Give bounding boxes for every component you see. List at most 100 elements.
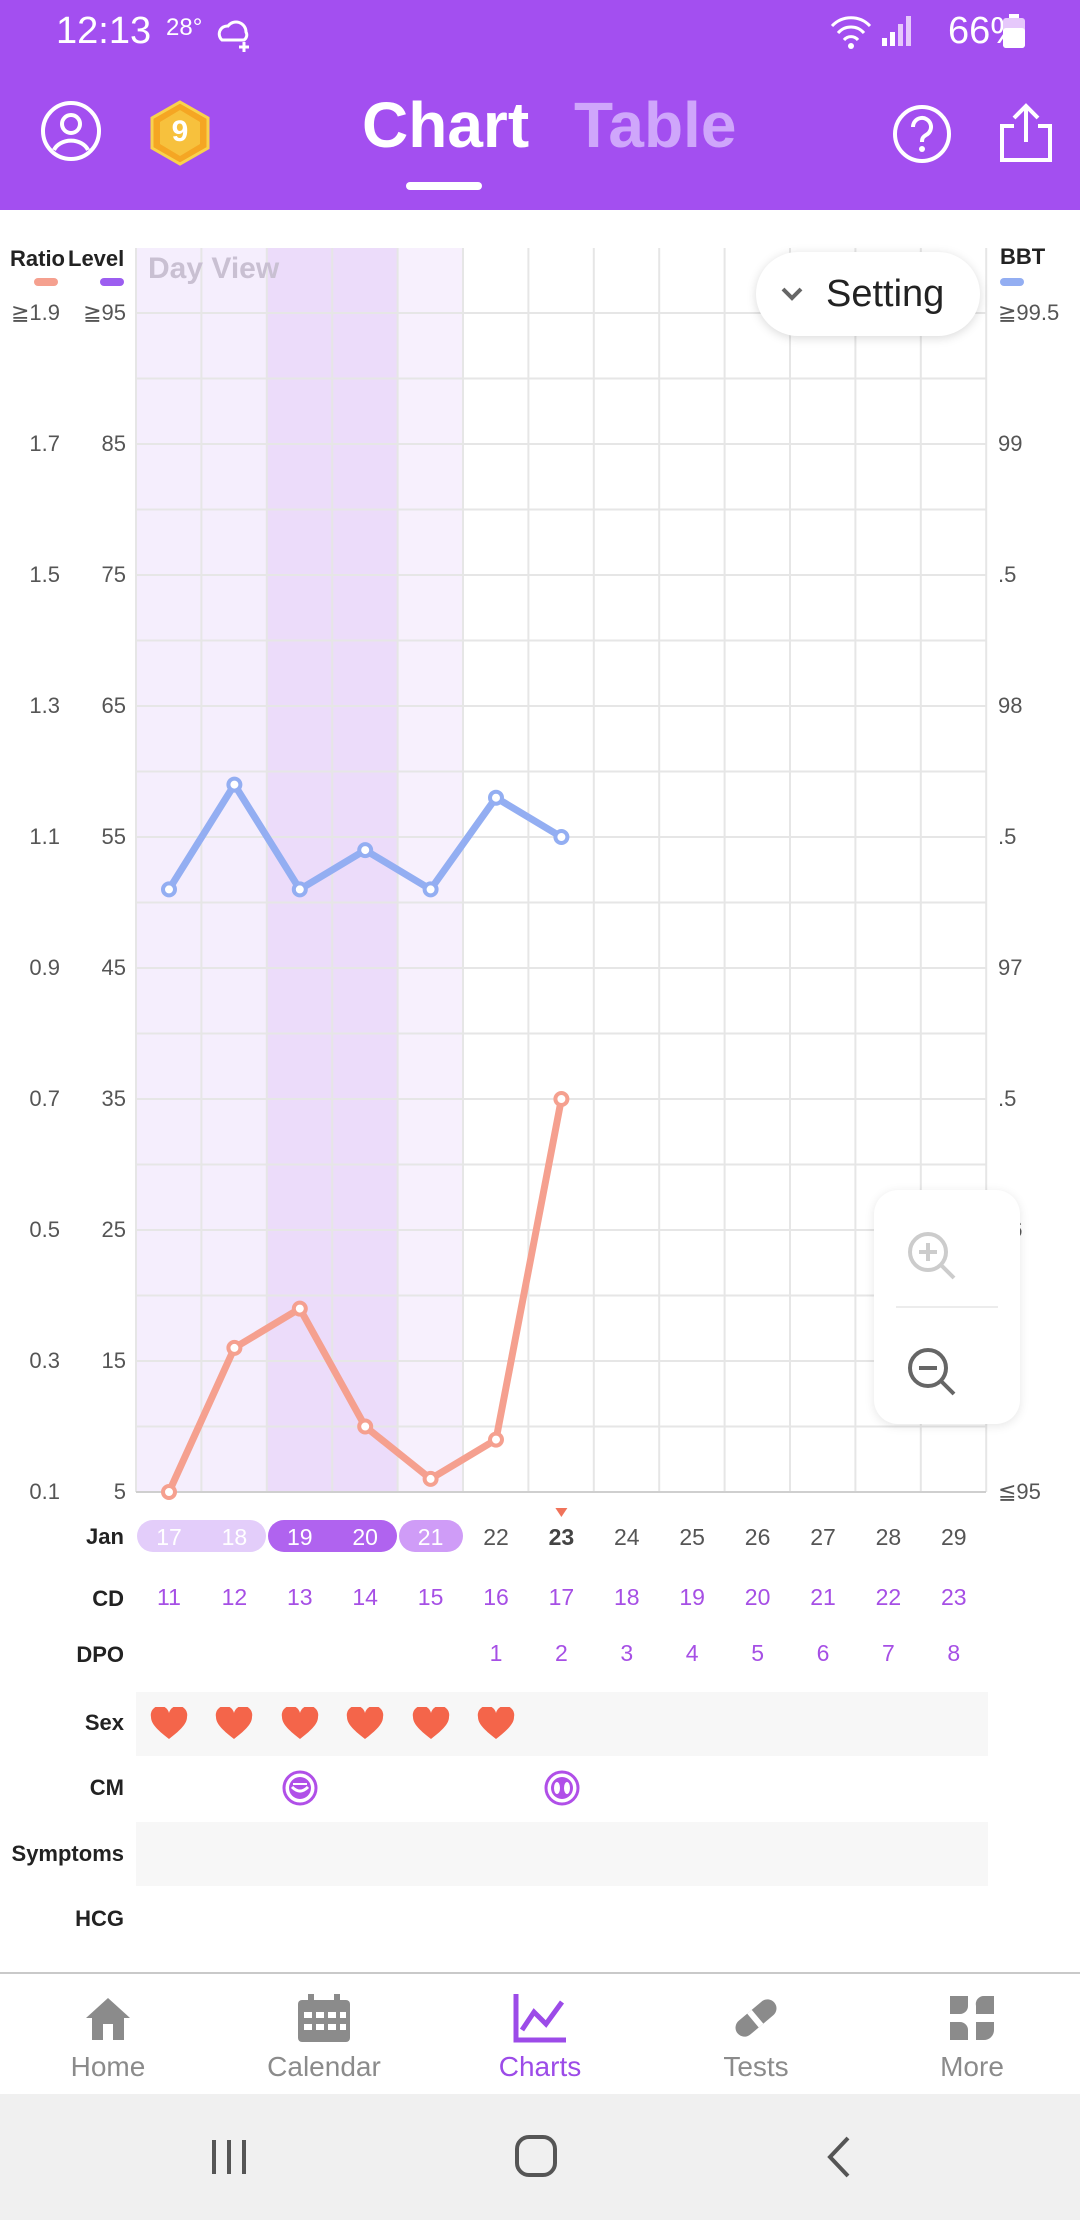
- cd-cell: 18: [614, 1584, 640, 1610]
- cd-cell: 14: [352, 1584, 378, 1610]
- zoom-divider: [896, 1306, 998, 1308]
- date-cell[interactable]: 22: [483, 1524, 509, 1550]
- dpo-cell: 6: [816, 1640, 830, 1666]
- status-temperature: 28°: [166, 14, 203, 41]
- heart-icon[interactable]: [412, 1707, 450, 1741]
- home-circle-icon: [515, 2135, 557, 2177]
- bbt-series-point: [161, 881, 177, 898]
- badge-icon: [150, 100, 210, 166]
- ratio-tick-label: 1.5: [29, 562, 60, 587]
- date-cell[interactable]: 19: [287, 1524, 313, 1550]
- date-cell[interactable]: 26: [744, 1524, 771, 1550]
- ratio-series-point: [422, 1470, 439, 1487]
- cm-creamy-icon: [282, 1770, 318, 1806]
- ratio-tick-label: 1.3: [29, 693, 60, 718]
- heart-icon[interactable]: [150, 1707, 188, 1741]
- ratio-axis-title: Ratio: [10, 246, 65, 271]
- bbt-tick-label: 98: [998, 693, 1023, 718]
- badge-level: 9: [171, 115, 189, 148]
- calendar-icon: [298, 1994, 350, 2042]
- ratio-series-point: [161, 1484, 177, 1500]
- chart-plot[interactable]: [0, 0, 1080, 1540]
- help-icon: [893, 105, 951, 163]
- recents-icon: [212, 2140, 246, 2174]
- nav-calendar-label: Calendar: [267, 2051, 381, 2082]
- date-cell[interactable]: 24: [614, 1524, 640, 1550]
- zoom-out-button[interactable]: [906, 1346, 958, 1403]
- chevron-down-icon: [781, 287, 803, 301]
- more-icon: [950, 1995, 994, 2040]
- nav-home[interactable]: Home: [18, 1992, 198, 2083]
- date-cell[interactable]: 21: [417, 1524, 444, 1550]
- date-cell[interactable]: 27: [810, 1524, 836, 1550]
- tests-icon: [735, 1999, 777, 2037]
- home-system-button[interactable]: [512, 2132, 562, 2187]
- ratio-tick-label: 1.7: [29, 431, 60, 456]
- symptoms-row-bg[interactable]: [136, 1822, 988, 1886]
- cm-entry[interactable]: [282, 1770, 318, 1811]
- nav-calendar[interactable]: Calendar: [234, 1992, 414, 2083]
- back-icon: [827, 2136, 850, 2178]
- fertile-window-bg: [397, 248, 463, 1492]
- cm-row-label: CM: [89, 1775, 124, 1800]
- bbt-series-point: [226, 776, 243, 793]
- profile-button[interactable]: [40, 100, 102, 167]
- ratio-series-point: [291, 1300, 308, 1317]
- level-badge[interactable]: 9: [148, 100, 212, 171]
- back-button[interactable]: [818, 2132, 864, 2187]
- tab-chart[interactable]: Chart: [362, 89, 530, 161]
- cd-cell: 20: [744, 1584, 771, 1610]
- zoom-in-button[interactable]: [906, 1230, 958, 1287]
- date-cell[interactable]: 17: [156, 1524, 182, 1550]
- tab-table[interactable]: Table: [574, 89, 737, 161]
- date-cell[interactable]: 18: [221, 1524, 248, 1550]
- cd-cell: 15: [417, 1584, 444, 1610]
- cd-cell: 17: [548, 1584, 575, 1610]
- ratio-series-point: [553, 1091, 570, 1107]
- charts-icon: [513, 1994, 566, 2043]
- dpo-cell: 5: [751, 1640, 764, 1666]
- ratio-tick-label: ≧1.9: [10, 300, 60, 325]
- share-button[interactable]: [996, 102, 1056, 169]
- level-legend-swatch: [100, 278, 124, 286]
- cm-entry[interactable]: [544, 1770, 580, 1811]
- help-button[interactable]: [892, 104, 952, 169]
- level-tick-label: 75: [101, 562, 126, 587]
- level-tick-label: 85: [101, 431, 126, 456]
- date-cell[interactable]: 28: [875, 1524, 902, 1550]
- ratio-tick-label: 0.7: [29, 1086, 60, 1111]
- signal-icon: [882, 16, 911, 46]
- cd-cell: 16: [483, 1584, 509, 1610]
- date-cell[interactable]: 20: [352, 1524, 378, 1550]
- setting-button[interactable]: Setting: [756, 252, 980, 336]
- dpo-cell: 2: [554, 1640, 568, 1666]
- dpo-cell: 3: [620, 1640, 634, 1666]
- nav-charts[interactable]: Charts: [450, 1992, 630, 2083]
- cd-cell: 13: [287, 1584, 313, 1610]
- ratio-tick-label: 0.5: [29, 1217, 60, 1242]
- ratio-series-point: [226, 1339, 243, 1356]
- cd-cell: 11: [157, 1584, 181, 1610]
- level-tick-label: 25: [101, 1217, 126, 1242]
- bbt-tick-label: ≧99.5: [998, 300, 1060, 325]
- setting-label: Setting: [826, 272, 945, 315]
- wifi-icon: [830, 16, 872, 49]
- recents-button[interactable]: [206, 2134, 252, 2185]
- level-tick-label: 15: [101, 1348, 126, 1373]
- heart-icon[interactable]: [215, 1707, 253, 1741]
- heart-icon[interactable]: [346, 1707, 384, 1741]
- cd-cell: 12: [221, 1584, 248, 1610]
- date-cell[interactable]: 29: [941, 1524, 967, 1550]
- ratio-tick-label: 0.9: [29, 955, 60, 980]
- ratio-tick-label: 0.1: [29, 1479, 60, 1504]
- app-bar: 9 Chart Table: [0, 66, 1080, 210]
- home-icon: [86, 1998, 130, 2040]
- zoom-in-icon: [908, 1232, 956, 1280]
- heart-icon[interactable]: [281, 1707, 319, 1741]
- nav-tests[interactable]: Tests: [666, 1992, 846, 2083]
- date-cell[interactable]: 23: [548, 1524, 575, 1550]
- date-cell[interactable]: 25: [679, 1524, 705, 1550]
- heart-icon[interactable]: [477, 1707, 515, 1741]
- level-tick-label: 5: [113, 1479, 126, 1504]
- nav-more[interactable]: More: [882, 1992, 1062, 2083]
